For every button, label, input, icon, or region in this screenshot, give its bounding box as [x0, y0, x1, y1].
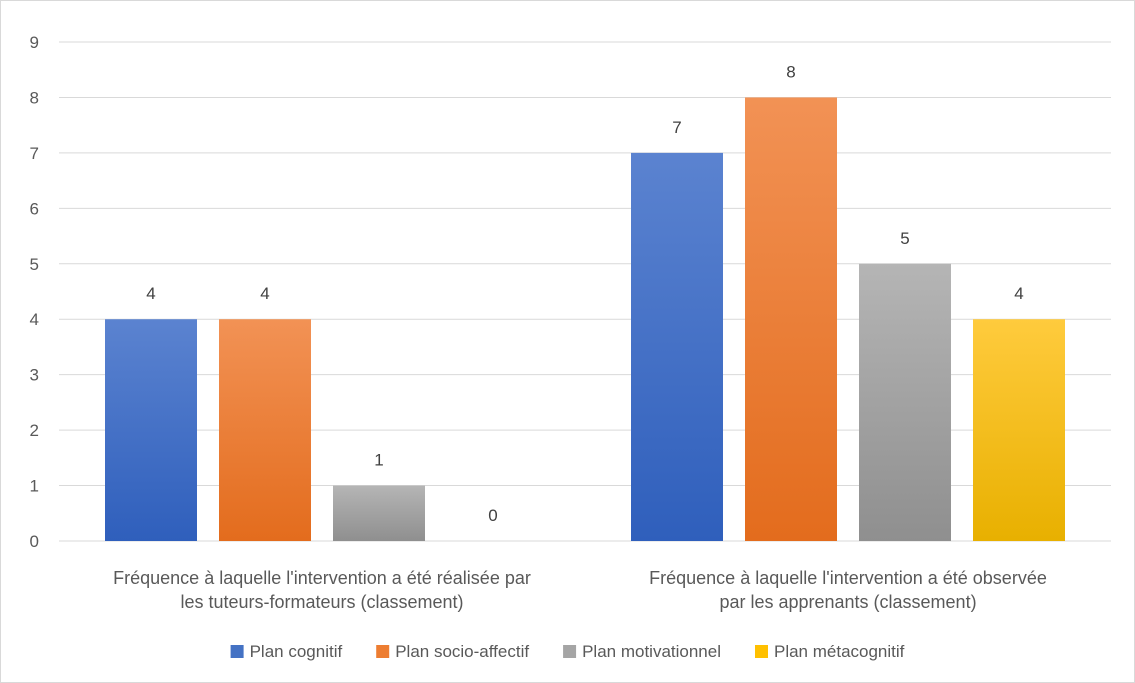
legend: Plan cognitif Plan socio-affectif Plan mot… [230, 642, 905, 661]
legend-swatch-plan-socio-affectif [376, 645, 390, 658]
legend-swatch-plan-m-tacognitif [754, 645, 768, 658]
legend-label-plan-m-tacognitif: Plan métacognitif [774, 642, 905, 661]
y-tick-label: 9 [30, 33, 39, 52]
x-category-label: Fréquence à laquelle l'intervention a ét… [113, 568, 531, 612]
data-label: 5 [900, 229, 909, 248]
data-label-layer: 4 4 1 0 7 8 5 4 [146, 62, 1023, 525]
y-tick-label: 2 [30, 421, 39, 440]
y-tick-label: 3 [30, 366, 39, 385]
y-tick-label: 5 [30, 255, 39, 274]
y-tick-label: 8 [30, 88, 39, 107]
legend-swatch-plan-cognitif [230, 645, 244, 658]
y-axis-tick-labels: 0 1 2 3 4 5 6 7 8 9 [30, 33, 39, 551]
data-label: 1 [374, 451, 383, 470]
data-label: 8 [786, 62, 795, 81]
bar-plan-cognitif-0 [105, 319, 197, 541]
legend-swatch-plan-motivationnel [563, 645, 577, 658]
data-label: 4 [1014, 284, 1023, 303]
y-tick-label: 6 [30, 199, 39, 218]
bar-plan-motivationnel-1 [859, 263, 951, 541]
data-label: 7 [672, 118, 681, 137]
data-label: 0 [488, 506, 497, 525]
x-category-label: Fréquence à laquelle l'intervention a ét… [649, 568, 1047, 612]
data-label: 4 [260, 284, 269, 303]
y-tick-label: 0 [30, 532, 39, 551]
y-tick-label: 4 [30, 310, 39, 329]
bar-plan-m-tacognitif-1 [973, 319, 1065, 541]
y-tick-label: 1 [30, 477, 39, 496]
legend-label-plan-motivationnel: Plan motivationnel [582, 642, 721, 661]
data-label: 4 [146, 284, 155, 303]
bar-plan-socio-affectif-0 [219, 319, 311, 541]
bar-plan-motivationnel-0 [333, 485, 425, 541]
bar-layer [105, 97, 1065, 541]
legend-label-plan-cognitif: Plan cognitif [250, 642, 343, 661]
x-axis-category-labels: Fréquence à laquelle l'intervention a ét… [113, 568, 1047, 612]
legend-label-plan-socio-affectif: Plan socio-affectif [395, 642, 529, 661]
y-tick-label: 7 [30, 144, 39, 163]
grid-layer [59, 41, 1111, 542]
bar-plan-socio-affectif-1 [745, 97, 837, 541]
bar-plan-cognitif-1 [631, 152, 723, 541]
